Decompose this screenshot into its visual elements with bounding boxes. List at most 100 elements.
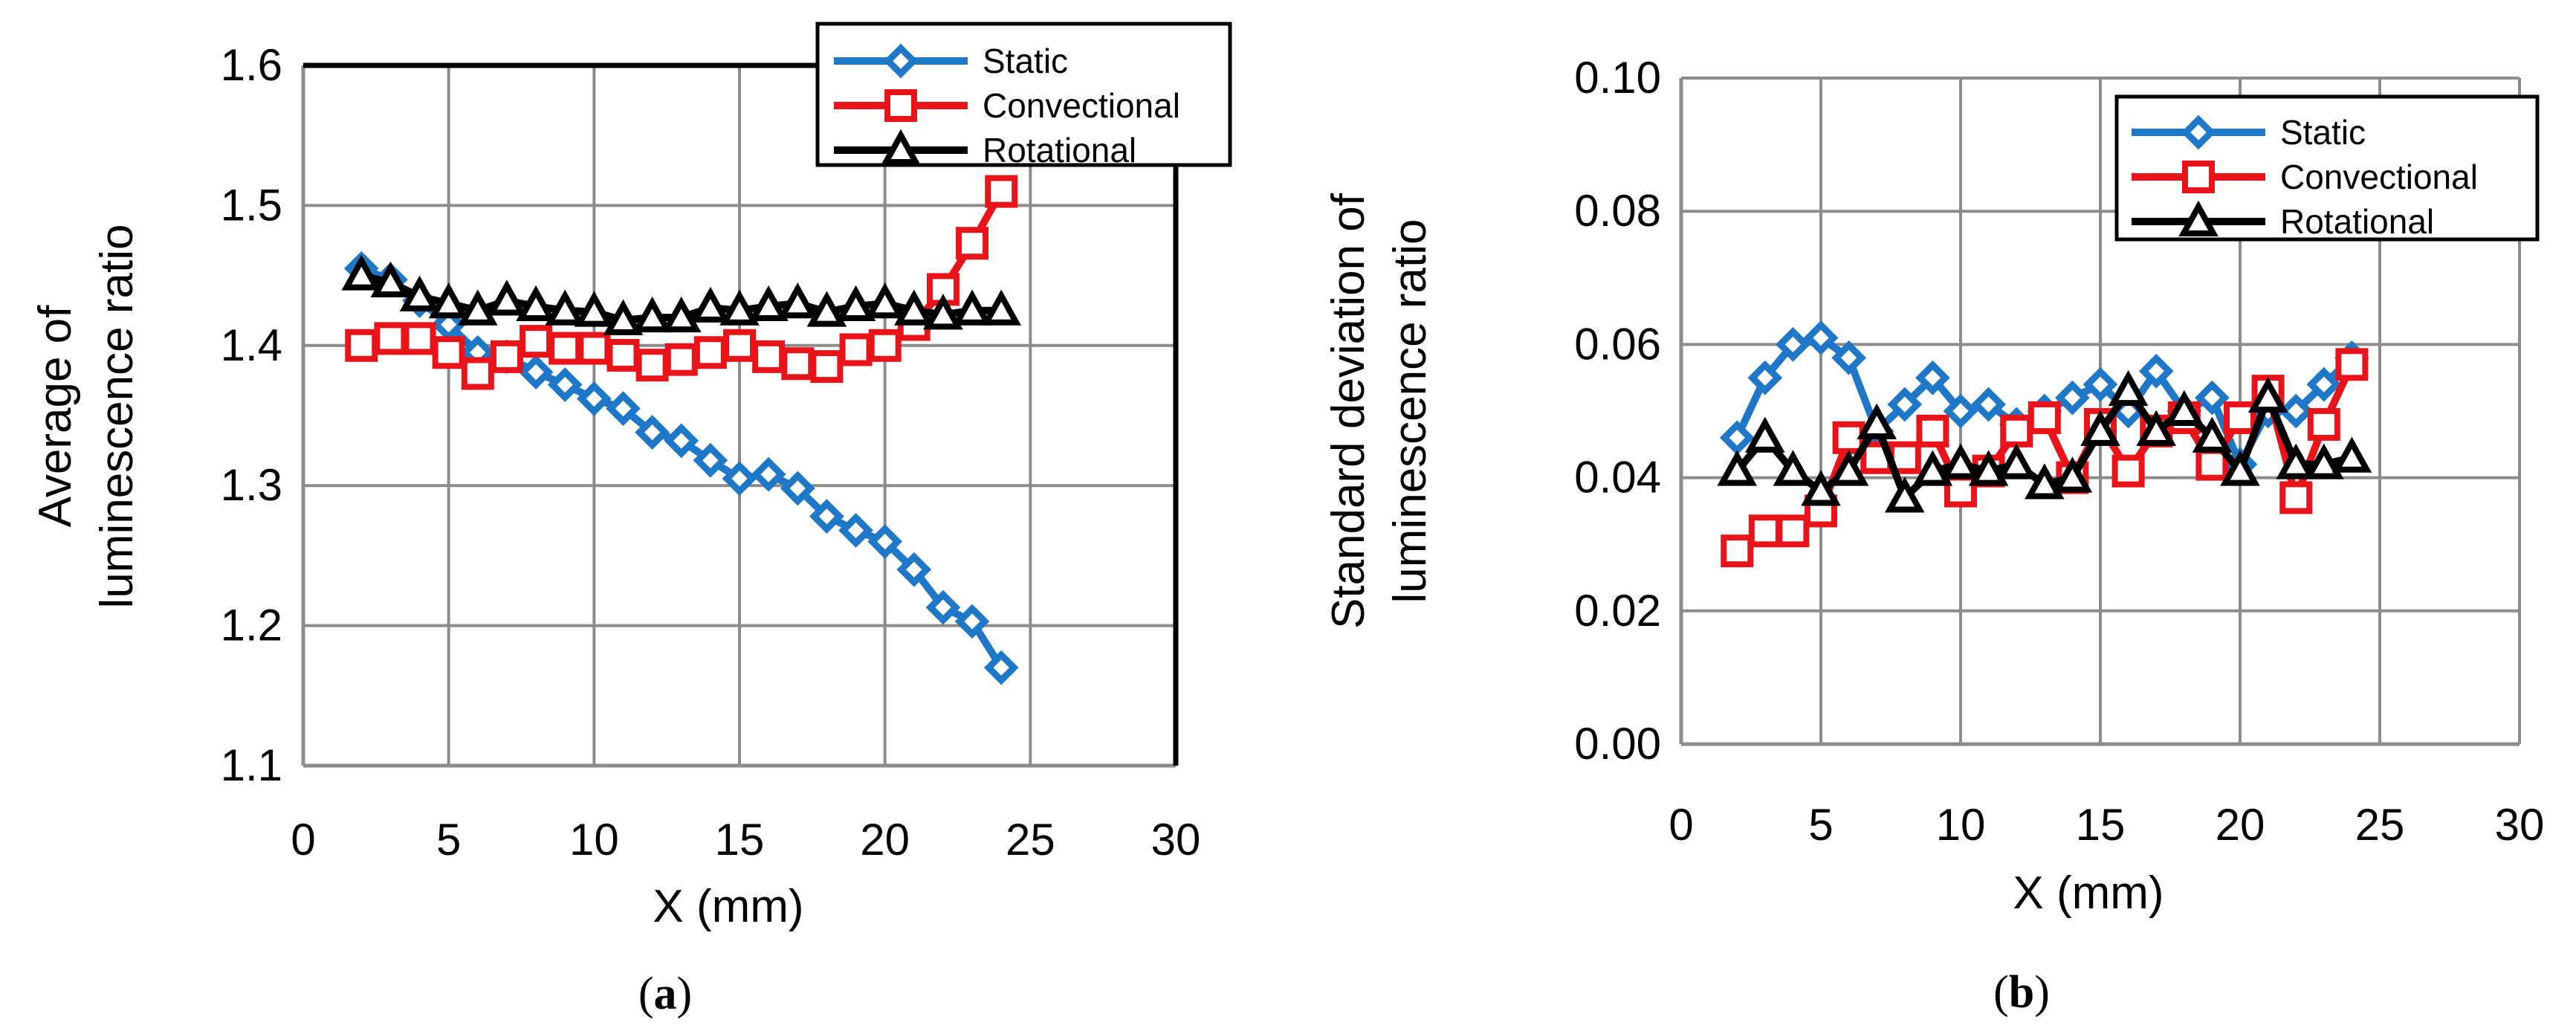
data-point-convectional [461,357,494,390]
data-point-rotational [2276,443,2316,479]
legend-marker-convectional [2182,161,2215,193]
data-point-rotational [1745,416,1785,453]
data-point-rotational [545,289,585,326]
data-point-convectional [432,336,465,369]
data-point-static [867,524,903,559]
data-point-static [1719,420,1755,456]
x-tick-label: 30 [2495,800,2545,850]
data-point-static [1887,387,1923,422]
data-point-rotational [399,275,440,311]
y-tick-label: 0.04 [1574,453,1661,503]
data-point-convectional [693,336,727,369]
data-point-rotational [632,296,673,333]
data-point-convectional [752,340,786,373]
data-point-convectional [868,329,902,362]
y-tick-label: 1.4 [221,320,282,370]
data-point-convectional [781,347,815,381]
data-point-static [925,589,961,625]
x-tick-label: 15 [715,815,765,865]
legend-label-convectional: Convectional [2280,158,2478,196]
figure-caption: (a) [638,969,692,1019]
data-point-convectional [1748,514,1781,548]
x-tick-label: 25 [1006,815,1055,865]
data-point-static [809,499,844,534]
data-point-static [1803,320,1839,355]
data-point-convectional [345,329,378,362]
data-point-static [1971,387,2006,422]
series-rotational [1717,369,2372,513]
x-tick-label: 5 [1808,800,1833,850]
legend-label-static: Static [2280,113,2366,152]
data-point-static [896,552,932,587]
data-point-rotational [748,285,789,322]
data-point-rotational [2025,463,2065,500]
data-point-rotational [661,296,702,333]
data-point-convectional [490,340,523,373]
data-point-static [547,367,583,402]
data-point-rotational [2192,416,2233,453]
data-point-rotational [864,282,905,319]
data-point-static [838,513,873,548]
data-point-rotational [516,285,556,322]
data-point-convectional [520,325,553,358]
x-tick-label: 0 [291,815,315,865]
legend-marker-rotational [881,129,921,165]
data-point-convectional [577,332,611,365]
x-tick-label: 10 [569,815,619,865]
data-point-rotational [1996,443,2036,479]
chart-b: 0 5 10 15 20 25 30 0.00 0.02 0.04 0.06 0.08 0.10 X (m… [1323,53,2544,1018]
data-point-convectional [664,343,698,376]
data-point-static [1831,340,1866,375]
data-point-rotational [777,282,818,319]
series-convectional [345,175,1018,390]
data-point-rotational [458,289,498,326]
data-point-static [664,423,699,459]
x-tick-label: 20 [860,815,910,865]
data-point-convectional [2279,481,2313,514]
data-point-static [635,415,670,450]
data-point-rotational [1717,450,1757,486]
y-tick-label: 0.00 [1574,719,1661,769]
data-point-rotational [2108,369,2149,407]
data-point-rotational [341,254,382,291]
data-point-convectional [2195,447,2229,481]
chart-a: 0 5 10 15 20 25 30 1.1 1.2 1.3 1.4 1.5 1.6 X (mm) Aver… [30,22,1232,1019]
data-point-static [2055,380,2090,416]
data-point-rotational [603,299,644,335]
x-tick-label: 10 [1936,800,1986,850]
data-point-rotational [2331,436,2372,473]
y-tick-label: 1.5 [221,180,282,230]
data-point-rotational [952,289,992,326]
x-tick-label: 20 [2216,800,2265,850]
x-tick-label: 30 [1151,815,1201,865]
legend-label-rotational: Rotational [2280,202,2434,241]
data-point-convectional [1944,474,1977,508]
data-point-rotational [835,285,876,322]
data-point-convectional [956,227,989,260]
data-point-rotational [2220,450,2260,486]
data-point-rotational [2304,443,2344,479]
data-point-convectional [2335,348,2369,381]
data-point-convectional [635,349,669,382]
data-point-rotational [2164,390,2204,426]
data-point-convectional [403,322,436,355]
series-rotational [341,254,1021,335]
grid [302,64,1177,767]
data-point-convectional [810,350,844,384]
data-point-static [2195,380,2230,416]
data-point-rotational [1828,450,1869,486]
y-axis-title: luminescence ratio [91,224,143,609]
data-point-convectional [606,338,640,372]
data-point-convectional [1916,414,1949,447]
y-tick-label: 1.3 [221,460,282,510]
y-tick-label: 0.02 [1574,586,1661,636]
data-point-convectional [2111,454,2145,488]
data-point-convectional [548,332,582,365]
y-tick-label: 0.10 [1574,53,1661,103]
data-point-static [693,442,728,478]
data-point-convectional [985,175,1018,208]
data-point-rotational [428,282,469,319]
y-axis-title: Standard deviation of [1323,193,1374,629]
data-point-convectional [1776,514,1810,548]
